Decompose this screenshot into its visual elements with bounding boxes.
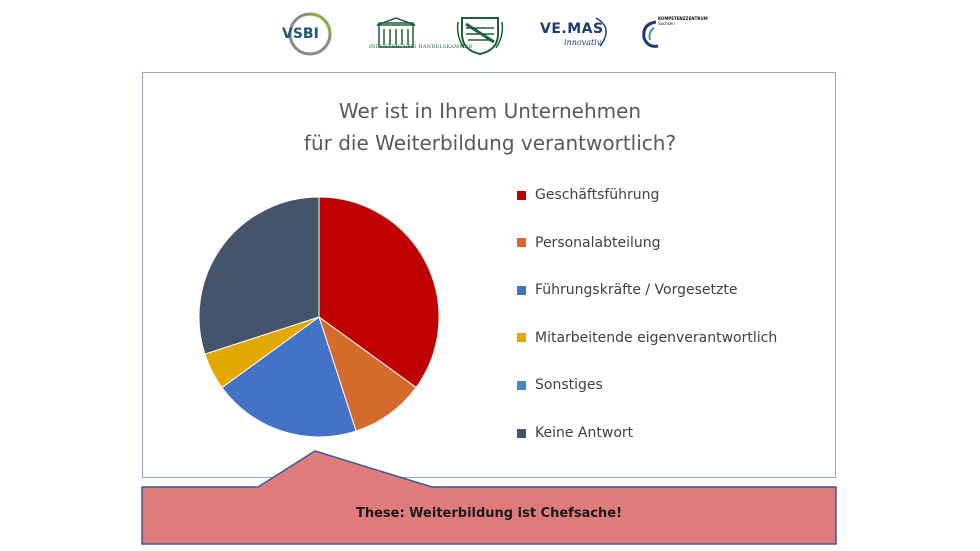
legend-label: Keine Antwort (535, 425, 634, 441)
ihk-logo-text: INDUSTRIE UND HANDELSKAMMER (369, 44, 473, 50)
vemas-logo-subtext: innovativ (564, 38, 602, 47)
kompetenz-logo-line1: KOMPETENZZENTRUM (658, 16, 708, 21)
legend-item: Personalabteilung (517, 233, 661, 253)
chart-title: Wer ist in Ihrem Unternehmen für die Wei… (143, 95, 837, 159)
pie-slice-1 (318, 196, 440, 389)
pie-slice-3 (221, 316, 357, 438)
legend-item: Sonstiges (517, 375, 603, 395)
vemas-logo-text: VE.MAS (540, 21, 604, 37)
legend-swatch (517, 238, 526, 248)
legend-label: Führungskräfte / Vorgesetzte (535, 282, 738, 299)
kompetenzzentrum-logo: KOMPETENZZENTRUM Sachsen (640, 12, 720, 56)
legend-swatch (517, 333, 526, 343)
legend-swatch (517, 190, 526, 200)
legend-swatch (517, 428, 526, 438)
pie-chart (198, 196, 440, 438)
legend-swatch (517, 285, 526, 295)
legend-item: Führungskräfte / Vorgesetzte (517, 280, 737, 300)
kompetenz-swirl-icon (642, 20, 659, 48)
chart-title-line-1: Wer ist in Ihrem Unternehmen (338, 99, 642, 123)
legend-swatch (517, 380, 526, 390)
building-icon (376, 17, 416, 48)
vsbi-ring-icon (288, 12, 332, 56)
crest-icon (456, 17, 504, 56)
vemas-logo: VE.MAS innovativ (538, 12, 616, 56)
legend-item: Keine Antwort (517, 423, 633, 443)
chart-frame: Wer ist in Ihrem Unternehmen für die Wei… (142, 72, 836, 478)
chart-title-line-2: für die Weiterbildung verantwortlich? (303, 131, 677, 155)
pie-slice-2 (318, 315, 417, 432)
vsbi-logo: VSBI (280, 12, 338, 56)
kompetenz-logo-line2: Sachsen (658, 21, 675, 26)
logo-row: VSBI INDUSTRIE UND HANDELSKAMMER VE.MAS … (0, 0, 980, 68)
pie-slice-6 (198, 196, 320, 355)
callout-text: These: Weiterbildung ist Chefsache! (355, 506, 623, 521)
legend-item: Geschäftsführung (517, 185, 659, 205)
ihk-logo: INDUSTRIE UND HANDELSKAMMER (369, 12, 472, 56)
legend-label: Mitarbeitende eigenverantwortlich (535, 329, 778, 346)
vsbi-logo-text: VSBI (282, 26, 319, 42)
legend-label: Geschäftsführung (535, 187, 660, 203)
vemas-swoosh-icon (595, 17, 607, 47)
legend-label: Sonstiges (535, 377, 603, 394)
sachsen-crest-logo (454, 12, 506, 56)
legend-label: Personalabteilung (535, 234, 661, 251)
legend-item: Mitarbeitende eigenverantwortlich (517, 328, 777, 348)
